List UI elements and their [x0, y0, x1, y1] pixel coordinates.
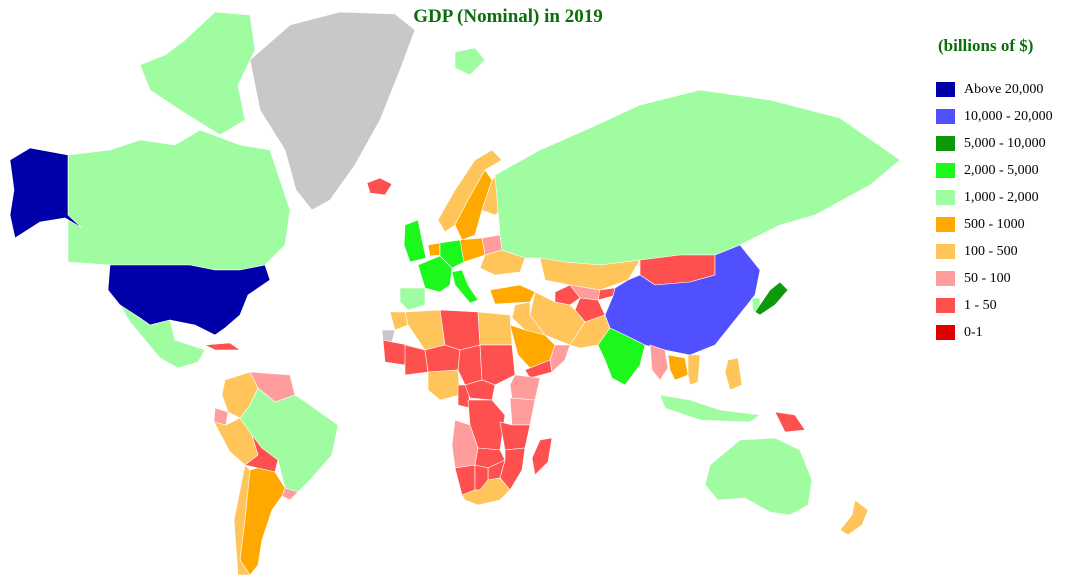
- map-region-tanzania[interactable]: [499, 421, 531, 451]
- map-region-united-kingdom[interactable]: [403, 219, 427, 263]
- map-region-myanmar[interactable]: [649, 344, 669, 381]
- map-region-netherlands[interactable]: [427, 242, 441, 257]
- map-region-algeria[interactable]: [404, 309, 446, 351]
- legend-title: (billions of $): [938, 36, 1034, 55]
- map-region-thailand[interactable]: [667, 354, 689, 381]
- map-region-alaska[interactable]: [9, 147, 83, 239]
- map-region-vietnam[interactable]: [687, 354, 701, 386]
- map-region-philippines[interactable]: [724, 357, 743, 391]
- map-region-mauritania[interactable]: [382, 339, 409, 366]
- legend-swatch: [936, 244, 955, 259]
- legend-swatch: [936, 298, 955, 313]
- map-region-italy[interactable]: [451, 269, 479, 304]
- map-region-japan[interactable]: [754, 281, 789, 316]
- legend-label: 10,000 - 20,000: [964, 108, 1053, 124]
- map-region-oman[interactable]: [549, 344, 571, 373]
- legend-label: 0-1: [964, 324, 983, 340]
- map-region-nigeria[interactable]: [427, 369, 461, 401]
- legend-swatch: [936, 82, 955, 97]
- map-region-central-african-republic[interactable]: [464, 379, 496, 401]
- map-region-indonesia[interactable]: [659, 394, 761, 423]
- legend-label: 100 - 500: [964, 243, 1018, 259]
- legend-swatch: [936, 136, 955, 151]
- map-region-cuba[interactable]: [203, 342, 241, 351]
- map-region-germany[interactable]: [439, 239, 465, 269]
- legend: (billions of $) Above 20,000 10,000 - 20…: [936, 36, 1066, 346]
- map-region-niger[interactable]: [424, 344, 461, 373]
- legend-item: 2,000 - 5,000: [936, 157, 1066, 184]
- map-region-mexico[interactable]: [119, 304, 206, 369]
- map-region-madagascar[interactable]: [531, 437, 553, 476]
- map-region-mali[interactable]: [404, 344, 429, 376]
- legend-label: 2,000 - 5,000: [964, 162, 1039, 178]
- legend-swatch: [936, 325, 955, 340]
- map-region-namibia[interactable]: [454, 464, 476, 496]
- legend-label: 5,000 - 10,000: [964, 135, 1046, 151]
- map-region-morocco[interactable]: [389, 311, 409, 331]
- map-region-china[interactable]: [604, 244, 761, 356]
- map-region-russia[interactable]: [494, 89, 901, 266]
- legend-swatch: [936, 163, 955, 178]
- legend-swatch: [936, 217, 955, 232]
- legend-label: 500 - 1000: [964, 216, 1025, 232]
- legend-item: 500 - 1000: [936, 211, 1066, 238]
- map-region-australia[interactable]: [704, 437, 813, 516]
- legend-label: 50 - 100: [964, 270, 1011, 286]
- map-region-papua-new-guinea[interactable]: [774, 411, 806, 433]
- legend-item: 1 - 50: [936, 292, 1066, 319]
- map-region-egypt[interactable]: [477, 311, 513, 346]
- legend-item: 50 - 100: [936, 265, 1066, 292]
- legend-swatch: [936, 109, 955, 124]
- legend-swatch: [936, 190, 955, 205]
- map-region-svalbard[interactable]: [454, 47, 486, 76]
- map-region-sudan[interactable]: [479, 344, 516, 386]
- map-region-kenya[interactable]: [509, 397, 536, 426]
- map-region-argentina[interactable]: [239, 467, 286, 576]
- map-title: GDP (Nominal) in 2019: [413, 6, 603, 27]
- map-region-norway[interactable]: [437, 149, 503, 233]
- legend-label: 1,000 - 2,000: [964, 189, 1039, 205]
- legend-swatch: [936, 271, 955, 286]
- map-region-iceland[interactable]: [366, 177, 393, 196]
- map-region-greenland[interactable]: [249, 11, 416, 211]
- legend-label: 1 - 50: [964, 297, 997, 313]
- legend-item: 10,000 - 20,000: [936, 103, 1066, 130]
- map-region-turkmenistan[interactable]: [554, 284, 581, 306]
- map-region-south-africa[interactable]: [461, 477, 511, 506]
- map-region-ethiopia[interactable]: [509, 374, 541, 401]
- map-region-spain[interactable]: [399, 287, 426, 311]
- legend-item: 0-1: [936, 319, 1066, 346]
- map-region-new-zealand[interactable]: [839, 499, 869, 536]
- map-region-libya[interactable]: [439, 309, 481, 351]
- legend-item: 100 - 500: [936, 238, 1066, 265]
- map-region-turkey[interactable]: [489, 284, 536, 305]
- legend-item: 1,000 - 2,000: [936, 184, 1066, 211]
- map-region-canada[interactable]: [67, 129, 291, 271]
- map-region-chad[interactable]: [457, 344, 483, 386]
- map-region-poland[interactable]: [459, 237, 486, 263]
- legend-item: 5,000 - 10,000: [936, 130, 1066, 157]
- legend-label: Above 20,000: [964, 81, 1044, 97]
- map-region-canadian-arctic-islands[interactable]: [139, 11, 256, 136]
- legend-item: Above 20,000: [936, 76, 1066, 103]
